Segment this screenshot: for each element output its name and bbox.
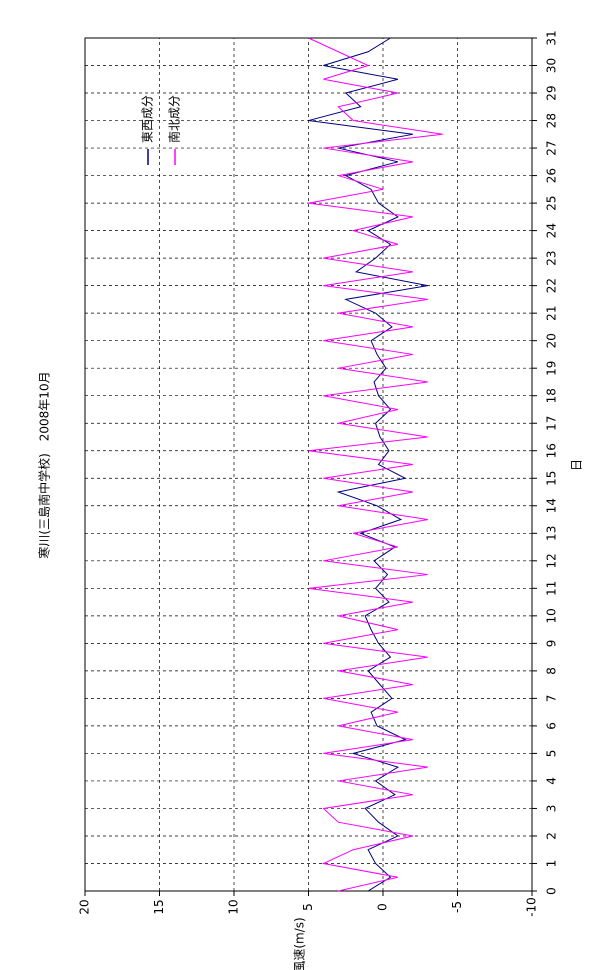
x-tick-label: 8: [545, 667, 559, 675]
x-tick-label: 25: [545, 195, 559, 210]
x-tick-label: 2: [545, 832, 559, 840]
series-line: [308, 37, 443, 892]
y-tick-label: 20: [78, 899, 92, 914]
y-tick-label: 10: [227, 899, 241, 914]
x-tick-label: 16: [545, 443, 559, 458]
x-axis-label: 日: [570, 459, 584, 471]
x-tick-label: 17: [545, 416, 559, 431]
x-tick-label: 27: [545, 140, 559, 155]
x-tick-label: 1: [545, 860, 559, 868]
x-tick-label: 21: [545, 306, 559, 321]
x-tick-label: 23: [545, 250, 559, 265]
y-tick-label: -5: [450, 901, 464, 913]
x-tick-label: 11: [545, 581, 559, 596]
x-tick-label: 13: [545, 526, 559, 541]
x-tick-label: 31: [545, 30, 559, 45]
x-tick-label: 4: [545, 777, 559, 785]
x-tick-label: 12: [545, 553, 559, 568]
x-tick-label: 3: [545, 805, 559, 813]
x-tick-label: 28: [545, 113, 559, 128]
y-tick-label: 15: [152, 899, 166, 914]
x-tick-label: 18: [545, 388, 559, 403]
y-tick-label: 0: [376, 903, 390, 911]
x-tick-label: 15: [545, 471, 559, 486]
x-tick-label: 22: [545, 278, 559, 293]
x-tick-label: 19: [545, 361, 559, 376]
rotated-plot: 寒川(三島南中学校) 2008年10月 日 風速(m/s) 0123456789…: [37, 30, 584, 970]
x-tick-label: 30: [545, 58, 559, 73]
x-tick-label: 7: [545, 695, 559, 703]
x-tick-label: 20: [545, 333, 559, 348]
x-tick-label: 0: [545, 887, 559, 895]
x-tick-label: 10: [545, 608, 559, 623]
x-tick-label: 24: [545, 223, 559, 238]
y-axis-label: 風速(m/s): [293, 917, 307, 970]
legend-label: 東西成分: [141, 95, 155, 143]
x-tick-label: 5: [545, 750, 559, 758]
legend-label: 南北成分: [167, 95, 182, 143]
x-tick-label: 29: [545, 85, 559, 100]
x-tick-label: 26: [545, 168, 559, 183]
x-tick-label: 9: [545, 640, 559, 648]
chart-title: 寒川(三島南中学校) 2008年10月: [37, 371, 52, 558]
x-tick-label: 14: [545, 498, 559, 513]
y-tick-label: 5: [301, 903, 315, 911]
x-tick-label: 6: [545, 722, 559, 730]
y-tick-label: -10: [525, 897, 539, 917]
